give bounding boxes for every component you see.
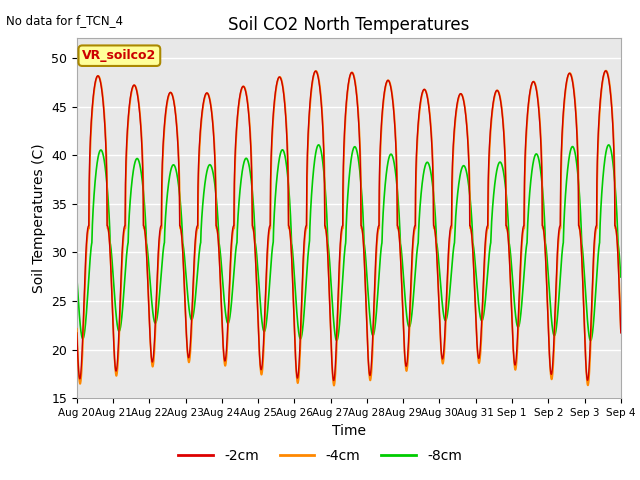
Text: No data for f_TCN_4: No data for f_TCN_4 (6, 14, 124, 27)
Y-axis label: Soil Temperatures (C): Soil Temperatures (C) (31, 144, 45, 293)
Title: Soil CO2 North Temperatures: Soil CO2 North Temperatures (228, 16, 470, 34)
Legend: -2cm, -4cm, -8cm: -2cm, -4cm, -8cm (173, 443, 467, 468)
X-axis label: Time: Time (332, 424, 366, 438)
Text: VR_soilco2: VR_soilco2 (82, 49, 157, 62)
